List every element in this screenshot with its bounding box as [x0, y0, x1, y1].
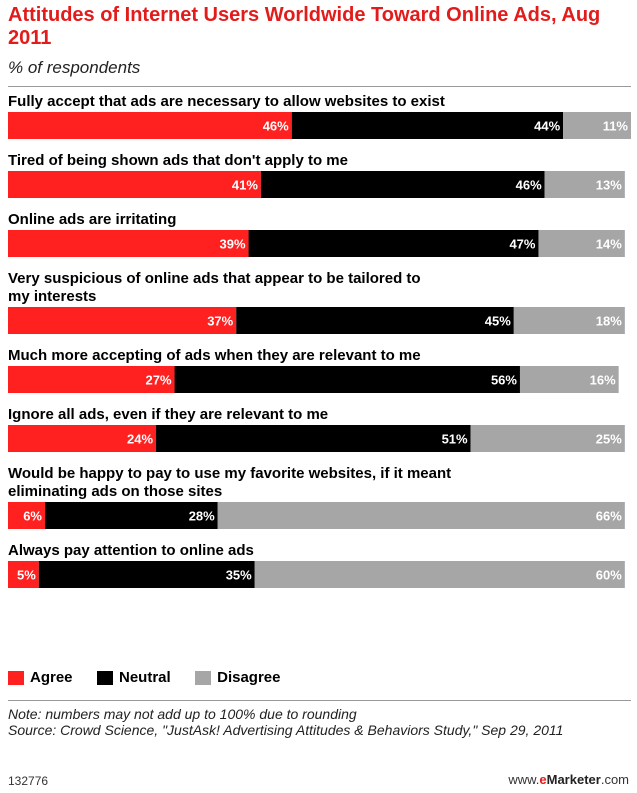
bar-segment-agree	[8, 112, 292, 139]
brand-suffix: .com	[600, 772, 629, 787]
category-label: Online ads are irritating	[8, 211, 176, 228]
data-label: 14%	[596, 237, 622, 252]
bar-segment-disagree	[519, 366, 619, 393]
category-label: Much more accepting of ads when they are…	[8, 347, 421, 364]
bar-segment-disagree	[217, 502, 625, 529]
bar-segment-disagree	[563, 112, 631, 139]
bar-segment-neutral	[38, 561, 255, 588]
data-label: 35%	[226, 568, 252, 583]
bar-segment-disagree	[254, 561, 625, 588]
category-label: Very suspicious of online ads that appea…	[8, 270, 421, 305]
legend-swatch-neutral	[96, 670, 113, 685]
data-label: 16%	[590, 373, 616, 388]
bar-segment-neutral	[45, 502, 218, 529]
legend-item-neutral: Neutral	[96, 669, 171, 686]
bar-segment-agree	[8, 366, 175, 393]
data-label: 27%	[146, 373, 172, 388]
brand-e: e	[539, 772, 547, 787]
bar-segment-agree	[8, 561, 39, 588]
data-label: 66%	[596, 509, 622, 524]
bar-segment-agree	[8, 307, 237, 334]
bar-segment-neutral	[248, 230, 539, 257]
bar-segment-neutral	[156, 425, 471, 452]
data-label: 11%	[603, 119, 629, 134]
legend-label-disagree: Disagree	[217, 669, 281, 686]
chart-subtitle: % of respondents	[8, 58, 141, 77]
bar-segment-neutral	[260, 171, 545, 198]
legend-swatch-agree	[8, 670, 24, 685]
category-label: Fully accept that ads are necessary to a…	[8, 93, 445, 110]
data-label: 46%	[263, 119, 289, 134]
bar-segment-disagree	[470, 425, 625, 452]
brand-prefix: www.	[508, 772, 540, 787]
chart-legend: Agree Neutral Disagree	[8, 669, 301, 689]
bar-segment-neutral	[236, 307, 514, 334]
legend-label-agree: Agree	[30, 669, 73, 686]
emarketer-logo: www.eMarketer.com	[508, 772, 629, 787]
bar-segment-agree	[8, 502, 46, 529]
data-label: 39%	[220, 237, 246, 252]
bar-segment-disagree	[513, 307, 625, 334]
top-divider	[8, 86, 631, 87]
category-label: Always pay attention to online ads	[8, 542, 254, 559]
legend-item-disagree: Disagree	[195, 669, 281, 686]
bottom-divider	[8, 700, 631, 701]
bar-segment-disagree	[544, 171, 625, 198]
data-label: 13%	[596, 178, 622, 193]
data-label: 47%	[509, 237, 535, 252]
data-label: 18%	[596, 314, 622, 329]
data-label: 46%	[516, 178, 542, 193]
data-label: 37%	[207, 314, 233, 329]
bar-segment-neutral	[291, 112, 564, 139]
rounding-note: Note: numbers may not add up to 100% due…	[8, 706, 357, 722]
source-note: Source: Crowd Science, "JustAsk! Adverti…	[8, 722, 564, 738]
category-label: Ignore all ads, even if they are relevan…	[8, 406, 328, 423]
bar-segment-agree	[8, 230, 249, 257]
chart-title: Attitudes of Internet Users Worldwide To…	[8, 4, 601, 49]
data-label: 44%	[534, 119, 560, 134]
legend-swatch-disagree	[195, 670, 212, 685]
data-label: 28%	[189, 509, 215, 524]
data-label: 45%	[485, 314, 511, 329]
bar-segment-neutral	[174, 366, 520, 393]
data-label: 41%	[232, 178, 258, 193]
data-label: 56%	[491, 373, 517, 388]
data-label: 6%	[23, 509, 42, 524]
stacked-bar-chart: Fully accept that ads are necessary to a…	[8, 93, 631, 588]
chart-id: 132776	[8, 774, 49, 788]
bar-segment-disagree	[538, 230, 625, 257]
bar-segment-agree	[8, 425, 157, 452]
legend-label-neutral: Neutral	[118, 669, 171, 686]
brand-name: Marketer	[546, 772, 601, 787]
data-label: 5%	[17, 568, 36, 583]
chart-notes: Note: numbers may not add up to 100% due…	[8, 706, 628, 738]
data-label: 51%	[442, 432, 468, 447]
data-label: 25%	[596, 432, 622, 447]
data-label: 24%	[127, 432, 153, 447]
category-label: Tired of being shown ads that don't appl…	[8, 152, 348, 169]
category-label: Would be happy to pay to use my favorite…	[8, 465, 451, 500]
bar-segment-agree	[8, 171, 261, 198]
legend-item-agree: Agree	[8, 669, 73, 686]
data-label: 60%	[596, 568, 622, 583]
